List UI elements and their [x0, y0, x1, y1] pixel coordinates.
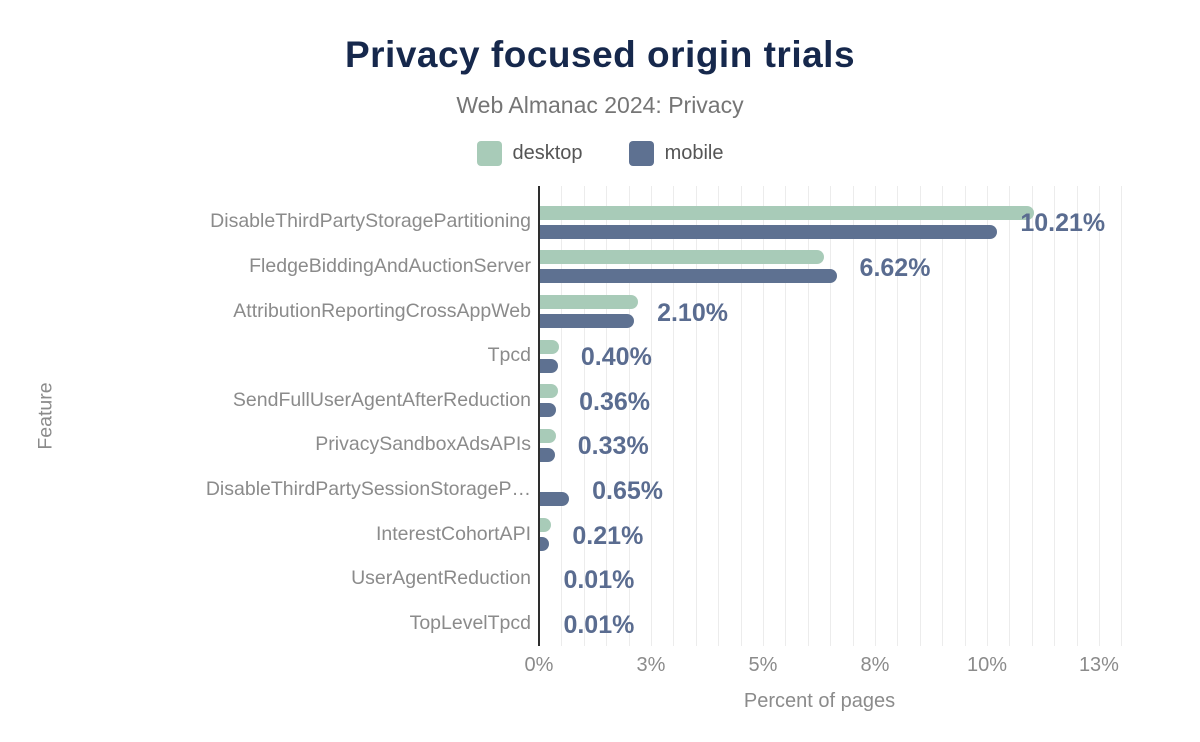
- gridline: [583, 186, 585, 646]
- category-label: TopLevelTpcd: [409, 611, 531, 634]
- category-label: InterestCohortAPI: [376, 522, 531, 545]
- value-label: 0.36%: [579, 387, 651, 416]
- gridline: [785, 186, 787, 646]
- value-label: 0.40%: [580, 343, 652, 372]
- gridline: [762, 186, 764, 646]
- gridline: [942, 186, 944, 646]
- gridline: [830, 186, 832, 646]
- category-label: PrivacySandboxAdsAPIs: [315, 433, 531, 456]
- gridline: [606, 186, 608, 646]
- gridline: [1009, 186, 1011, 646]
- chart-legend: desktop mobile: [0, 141, 1200, 166]
- legend-item-mobile[interactable]: mobile: [628, 141, 724, 166]
- legend-swatch-mobile-icon: [628, 141, 654, 166]
- chart-title: Privacy focused origin trials: [344, 34, 856, 75]
- bar-mobile[interactable]: [540, 224, 998, 239]
- gridline: [964, 186, 966, 646]
- x-tick-label: 0%: [524, 654, 554, 676]
- category-label: DisableThirdPartyStoragePartitioning: [210, 210, 531, 233]
- gridline: [852, 186, 854, 646]
- gridline: [874, 186, 876, 646]
- gridline: [1098, 186, 1100, 646]
- x-tick-label: 3%: [636, 654, 666, 676]
- bar-mobile[interactable]: [540, 403, 557, 418]
- chart-subtitle: Web Almanac 2024: Privacy: [456, 92, 744, 118]
- category-label: FledgeBiddingAndAuctionServer: [249, 254, 531, 277]
- gridline: [986, 186, 988, 646]
- x-tick-label: 13%: [1078, 654, 1119, 676]
- legend-item-desktop[interactable]: desktop: [476, 141, 583, 166]
- gridline: [650, 186, 652, 646]
- bar-mobile[interactable]: [540, 269, 837, 284]
- value-label: 0.33%: [577, 432, 649, 461]
- category-label: AttributionReportingCrossAppWeb: [233, 299, 531, 322]
- gridline: [695, 186, 697, 646]
- gridline: [718, 186, 720, 646]
- value-label: 0.21%: [572, 521, 644, 550]
- bar-desktop[interactable]: [540, 518, 552, 532]
- value-label: 10.21%: [1020, 209, 1106, 238]
- gridline: [673, 186, 675, 646]
- bar-mobile[interactable]: [540, 314, 635, 328]
- bar-desktop[interactable]: [540, 428, 556, 443]
- value-label: 6.62%: [859, 253, 931, 282]
- gridline: [1054, 186, 1056, 646]
- x-axis-title: Percent of pages: [743, 690, 896, 712]
- category-label: SendFullUserAgentAfterReduction: [232, 388, 531, 411]
- legend-label-desktop: desktop: [512, 142, 583, 164]
- x-tick-label: 10%: [966, 654, 1007, 676]
- bar-desktop[interactable]: [540, 250, 825, 265]
- bar-mobile[interactable]: [540, 447, 555, 462]
- bar-desktop[interactable]: [540, 295, 638, 309]
- value-label: 0.01%: [563, 610, 635, 639]
- gridline: [561, 186, 563, 646]
- gridline: [628, 186, 630, 646]
- legend-label-mobile: mobile: [664, 142, 724, 164]
- bar-desktop[interactable]: [540, 384, 558, 399]
- y-axis-title: Feature: [34, 382, 57, 450]
- legend-swatch-desktop-icon: [476, 141, 502, 166]
- gridline: [1076, 186, 1078, 646]
- category-label: DisableThirdPartySessionStorageP…: [205, 477, 531, 500]
- gridline: [1121, 186, 1123, 646]
- bar-mobile[interactable]: [540, 358, 558, 373]
- category-label: Tpcd: [487, 344, 531, 367]
- bar-mobile[interactable]: [540, 492, 570, 507]
- gridline: [897, 186, 899, 646]
- gridline: [1031, 186, 1033, 646]
- gridline: [919, 186, 921, 646]
- value-label: 0.65%: [592, 476, 663, 505]
- x-tick-label: 8%: [860, 654, 890, 676]
- bar-desktop[interactable]: [540, 205, 1034, 220]
- y-axis-line: [538, 186, 540, 646]
- bar-desktop[interactable]: [540, 339, 560, 354]
- value-label: 2.10%: [657, 298, 728, 327]
- gridline: [807, 186, 809, 646]
- value-label: 0.01%: [563, 566, 635, 595]
- gridline: [740, 186, 742, 646]
- bar-mobile[interactable]: [540, 537, 550, 551]
- category-label: UserAgentReduction: [351, 567, 531, 590]
- x-tick-label: 5%: [748, 654, 778, 676]
